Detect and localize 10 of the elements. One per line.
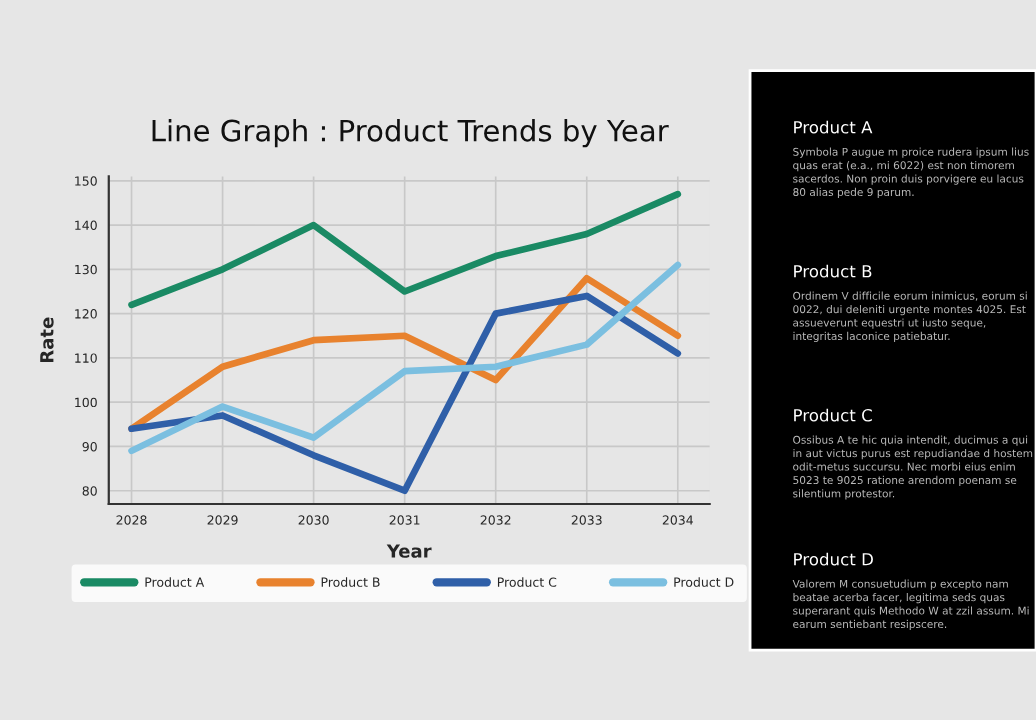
text: Product C — [794, 408, 872, 422]
line-series — [128, 292, 682, 495]
line-series — [128, 261, 682, 455]
x-axis-title: Year — [386, 544, 432, 558]
text: Product A — [794, 120, 873, 134]
y-axis-title: Rate — [40, 317, 54, 363]
text: Product D — [794, 552, 873, 566]
text: Product B — [794, 264, 872, 278]
chart-title: Line Graph : Product Trends by Year — [152, 119, 669, 148]
line-series — [128, 190, 682, 309]
